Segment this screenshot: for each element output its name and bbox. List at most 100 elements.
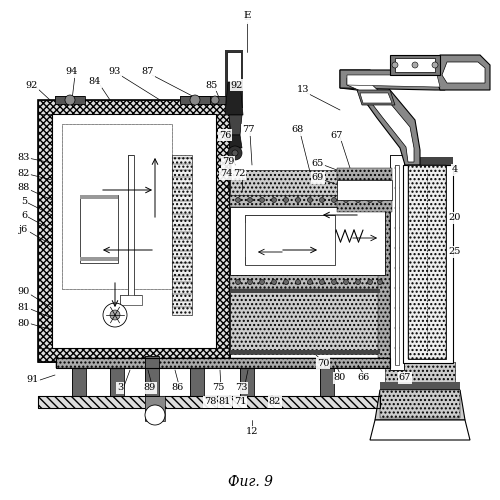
Circle shape [412,62,418,68]
Polygon shape [229,135,242,148]
Bar [216,102,230,360]
Bar [390,155,404,370]
Circle shape [260,280,264,284]
Circle shape [110,310,120,320]
Text: 74: 74 [220,170,232,178]
Text: 78: 78 [204,398,216,406]
Text: 3: 3 [117,384,123,392]
Bar [128,155,134,303]
Text: 77: 77 [242,126,254,134]
Bar [230,275,385,289]
Bar [190,368,204,396]
Circle shape [284,280,288,284]
Bar [408,165,446,359]
Polygon shape [357,90,395,105]
Bar [145,356,159,396]
Polygon shape [442,62,485,83]
Bar [445,165,453,363]
Circle shape [145,405,165,425]
Bar [380,382,460,390]
Text: 75: 75 [212,384,224,392]
Bar [230,193,385,207]
Circle shape [236,280,240,284]
Circle shape [320,198,324,202]
Polygon shape [229,115,242,135]
Text: 85: 85 [206,80,218,90]
Circle shape [395,326,399,330]
Polygon shape [375,390,465,420]
Text: 68: 68 [291,126,303,134]
Text: 87: 87 [142,68,154,76]
Bar [110,368,124,396]
Circle shape [432,62,438,68]
Circle shape [344,280,348,284]
Bar [38,102,52,360]
Polygon shape [370,420,470,440]
Bar [38,396,380,408]
Circle shape [395,246,399,250]
Text: 80: 80 [18,318,30,328]
Bar [245,215,335,223]
Bar [55,96,85,104]
Bar [337,168,392,180]
Bar [180,96,210,104]
Bar [390,55,440,75]
Text: 71: 71 [234,398,246,406]
Bar [120,295,142,305]
Text: Фиг. 9: Фиг. 9 [228,475,272,489]
Circle shape [332,280,336,284]
Text: 92: 92 [231,80,243,90]
Bar [196,96,234,104]
Bar [240,368,254,396]
Bar [128,155,134,303]
Bar [145,356,159,396]
Text: 67: 67 [331,130,343,140]
Circle shape [378,280,382,284]
Circle shape [103,303,127,327]
Text: 88: 88 [18,184,30,192]
Circle shape [190,95,200,105]
Bar [80,257,118,261]
Bar [62,124,172,289]
Circle shape [272,280,276,284]
Bar [172,155,192,315]
Text: E: E [243,12,251,20]
Bar [230,207,385,275]
Text: 84: 84 [89,78,101,86]
Text: 82: 82 [18,168,30,177]
Text: 93: 93 [109,68,121,76]
Text: 81: 81 [18,304,30,312]
Circle shape [332,198,336,202]
Text: 72: 72 [233,170,245,178]
Text: 65: 65 [312,158,324,168]
Bar [230,289,380,354]
Bar [72,368,86,396]
Bar [245,257,335,265]
Polygon shape [340,70,420,165]
Circle shape [368,280,372,284]
Circle shape [248,280,252,284]
Text: 25: 25 [449,248,461,256]
Bar [337,200,392,212]
Polygon shape [347,78,414,162]
Bar [190,368,204,396]
Bar [240,368,254,396]
Circle shape [248,198,252,202]
Bar [72,368,86,396]
Bar [380,390,460,418]
Bar [56,358,390,368]
Circle shape [378,198,382,202]
Circle shape [395,346,399,350]
Circle shape [395,226,399,230]
Circle shape [211,96,219,104]
Bar [110,368,124,396]
Circle shape [395,186,399,190]
Polygon shape [347,75,440,87]
Bar [408,165,446,359]
Polygon shape [225,82,243,115]
Bar [52,114,216,348]
Bar [38,396,380,408]
Circle shape [272,198,276,202]
Circle shape [368,198,372,202]
Bar [395,58,435,72]
